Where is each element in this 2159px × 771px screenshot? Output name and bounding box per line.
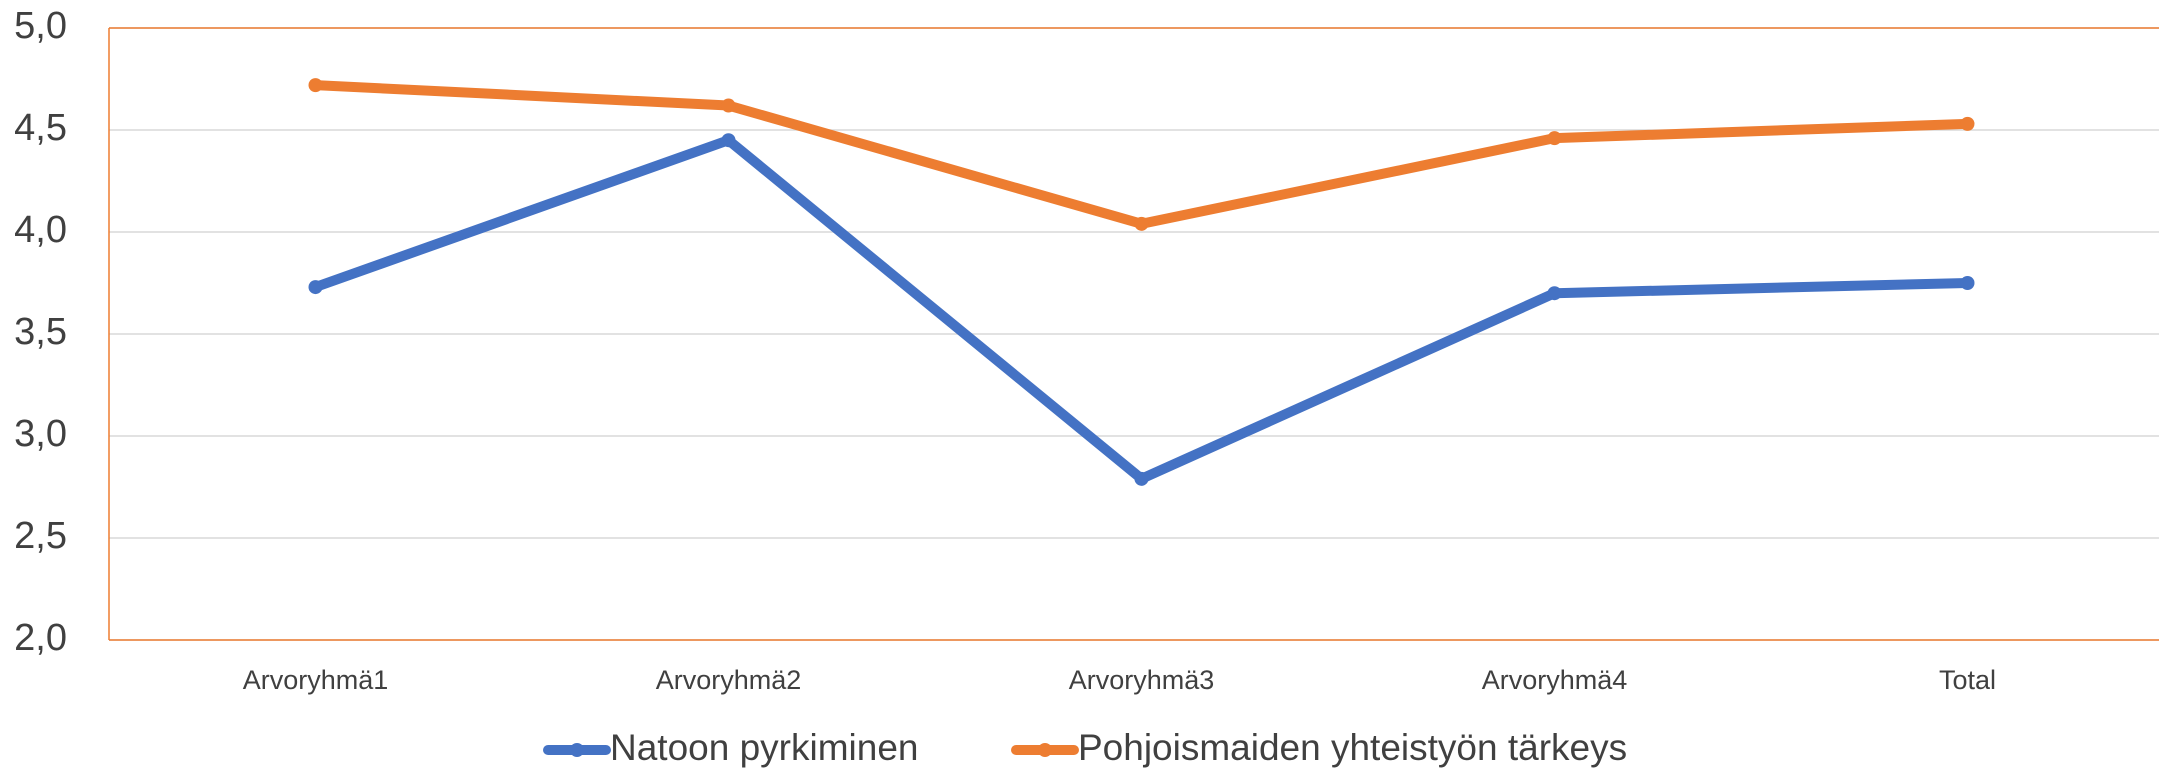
- y-tick-label: 4,0: [14, 209, 67, 251]
- y-tick-label: 4,5: [14, 107, 67, 149]
- x-tick-label: Arvoryhmä2: [656, 665, 802, 695]
- y-tick-label: 3,0: [14, 413, 67, 455]
- point: [1134, 216, 1149, 231]
- legend-marker: [570, 743, 584, 757]
- point: [1134, 471, 1149, 486]
- point: [1547, 286, 1562, 301]
- x-tick-label: Arvoryhmä3: [1069, 665, 1215, 695]
- point: [1960, 276, 1975, 290]
- point: [721, 98, 736, 113]
- y-tick-label: 3,5: [14, 311, 67, 353]
- legend-label: Natoon pyrkiminen: [610, 727, 918, 768]
- x-tick-label: Total: [1939, 665, 1996, 695]
- x-tick-label: Arvoryhmä1: [243, 665, 389, 695]
- series-line: [313, 135, 1968, 484]
- point: [1960, 116, 1975, 131]
- legend-label: Pohjoismaiden yhteistyön tärkeys: [1078, 727, 1627, 768]
- legend-marker: [1038, 743, 1052, 757]
- y-tick-label: 2,5: [14, 515, 67, 557]
- y-tick-label: 5,0: [14, 5, 67, 47]
- y-tick-label: 2,0: [14, 617, 67, 659]
- point: [308, 78, 323, 93]
- x-tick-label: Arvoryhmä4: [1482, 665, 1628, 695]
- point: [1547, 131, 1562, 146]
- point: [721, 133, 736, 148]
- point: [308, 280, 323, 295]
